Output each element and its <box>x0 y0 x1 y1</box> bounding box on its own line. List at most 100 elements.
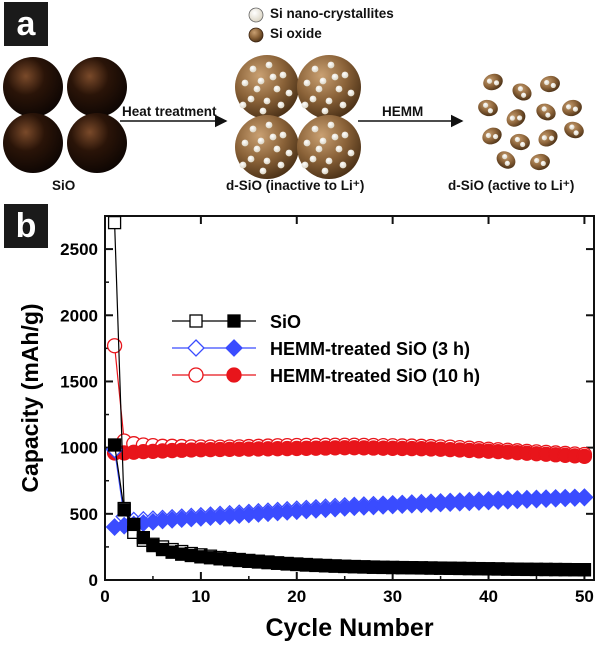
crystallite-dot <box>321 107 329 115</box>
crystallite-dot <box>341 71 349 79</box>
crystallite-dot <box>309 155 317 163</box>
crystallite-dot <box>492 133 499 140</box>
crystallite-dot <box>486 78 493 84</box>
d-sio-particle <box>538 129 558 147</box>
crystallite-dot <box>301 161 309 169</box>
crystallite-dot <box>544 79 550 86</box>
crystallite-dot <box>269 73 277 81</box>
crystallite-dot <box>285 89 293 97</box>
x-tick-label: 10 <box>191 587 210 606</box>
y-tick-label: 2500 <box>60 240 98 259</box>
crystallite-dot <box>249 65 257 73</box>
charge-point <box>127 517 141 532</box>
crystallite-dot <box>573 130 579 136</box>
discharge-point <box>107 215 122 230</box>
crystallite-dot <box>335 145 343 153</box>
crystallite-dot <box>253 85 261 93</box>
crystallite-dot <box>265 61 273 69</box>
legend-open-marker <box>189 314 203 328</box>
d-sio-inactive-particles <box>235 55 361 179</box>
crystallite-dot <box>263 157 271 165</box>
d-sio-particle <box>540 75 560 93</box>
crystallite-dot <box>485 132 492 139</box>
crystallite-dot <box>239 161 247 169</box>
crystallite-dot <box>311 65 319 73</box>
crystallite-dot <box>331 133 339 141</box>
crystallite-dot <box>309 95 317 103</box>
d-sio-particle <box>496 151 516 169</box>
crystallite-dot <box>565 104 572 110</box>
crystallite-dot <box>279 71 287 79</box>
crystallite-dot <box>341 131 349 139</box>
heat-treatment-label: Heat treatment <box>122 104 217 119</box>
crystallite-dot <box>540 160 546 167</box>
legend-filled-marker <box>225 339 243 357</box>
plot-frame <box>104 215 595 581</box>
charge-point <box>577 563 592 577</box>
y-tick-label: 500 <box>70 505 98 524</box>
stage1-caption: SiO <box>52 178 76 193</box>
crystallite-dot <box>541 106 547 112</box>
x-axis-title: Cycle Number <box>265 614 433 642</box>
d-sio-particle <box>562 99 582 117</box>
d-sio-particle <box>506 109 526 127</box>
crystallite-dot <box>493 80 500 86</box>
crystallite-dot <box>259 167 267 175</box>
crystallite-dot <box>277 101 285 109</box>
crystallite-dot <box>239 101 247 109</box>
legend-nano-label: Si nano-crystallites <box>270 6 394 21</box>
d-sio-particle <box>482 127 502 145</box>
y-tick-label: 0 <box>89 571 98 590</box>
crystallite-dot <box>520 92 527 98</box>
d-sio-particle <box>536 103 556 121</box>
crystallite-dot <box>504 160 510 166</box>
x-tick-label: 20 <box>287 587 306 606</box>
crystallite-dot <box>550 82 556 89</box>
x-tick-label: 0 <box>100 587 109 606</box>
crystallite-dot <box>335 85 343 93</box>
legend-filled-marker <box>227 314 241 328</box>
sio-particles <box>3 57 127 173</box>
crystallite-dot <box>517 86 524 92</box>
crystallite-dot <box>347 89 355 97</box>
crystallite-dot <box>502 154 508 160</box>
crystallite-dot <box>265 121 273 129</box>
crystallite-dot <box>241 79 249 87</box>
crystallite-dot <box>277 161 285 169</box>
crystallite-dot <box>259 107 267 115</box>
crystallite-dot <box>311 125 319 133</box>
crystallite-dot <box>301 101 309 109</box>
crystallite-dot <box>339 101 347 109</box>
d-sio-particle <box>512 83 532 101</box>
legend-label: HEMM-treated SiO (3 h) <box>270 339 470 359</box>
hemm-label: HEMM <box>382 104 424 119</box>
charge-point <box>107 438 122 452</box>
d-sio-particle <box>483 73 503 91</box>
series-0 <box>107 215 592 577</box>
crystallite-dot <box>514 136 520 143</box>
crystallite-dot <box>269 133 277 141</box>
crystallite-dot <box>520 141 526 148</box>
crystallite-dot <box>517 115 523 121</box>
series-2 <box>106 338 593 465</box>
crystallite-dot <box>509 115 515 121</box>
legend-open-marker <box>187 339 205 357</box>
crystallite-dot <box>487 108 493 114</box>
crystallite-dot <box>315 145 323 153</box>
crystallite-dot <box>279 131 287 139</box>
d-sio-particle <box>530 153 550 171</box>
crystallite-dot <box>247 155 255 163</box>
d-sio-particle <box>478 99 498 117</box>
legend-open-marker <box>188 367 204 383</box>
charge-point <box>575 488 594 507</box>
x-tick-label: 50 <box>575 587 594 606</box>
panel-a-label: a <box>4 2 48 46</box>
charge-point <box>117 503 131 517</box>
nano-crystallite-legend-icon <box>248 7 264 23</box>
crystallite-dot <box>541 135 548 141</box>
crystallite-dot <box>347 149 355 157</box>
crystallite-dot <box>303 139 311 147</box>
crystallite-dot <box>327 121 335 129</box>
crystallite-dot <box>263 97 271 105</box>
x-tick-label: 30 <box>383 587 402 606</box>
